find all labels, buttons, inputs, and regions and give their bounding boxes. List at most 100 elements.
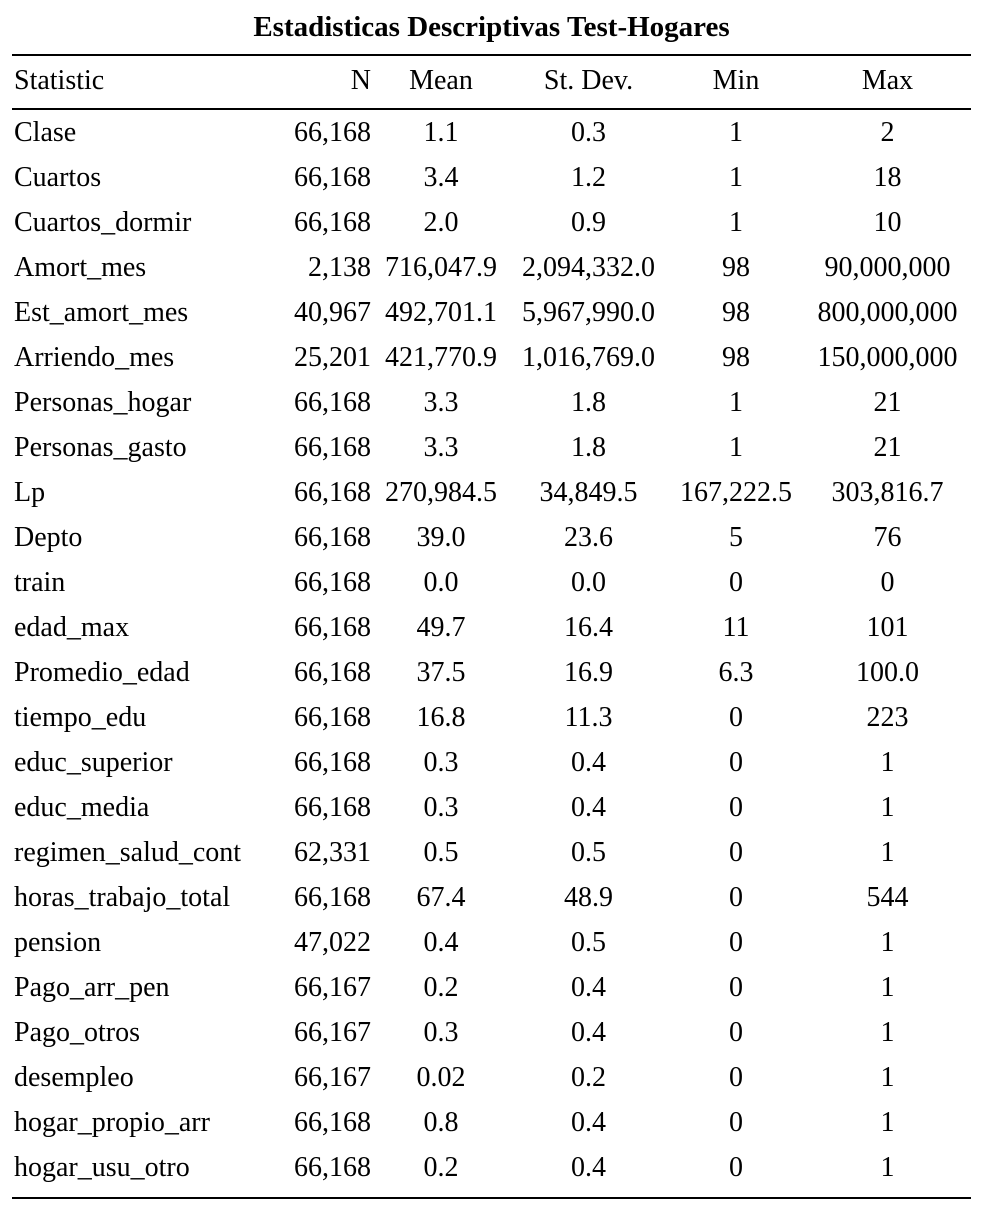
table-row: regimen_salud_cont 62,331 0.5 0.5 0 1	[12, 830, 971, 875]
max-cell: 1	[880, 972, 895, 1003]
min-cell: 167,222.5	[680, 477, 792, 508]
mean-cell: 0.3	[423, 1017, 459, 1048]
min-cell: 0	[729, 1152, 743, 1183]
min-cell: 0	[729, 1062, 743, 1093]
statistic-cell: train	[14, 567, 66, 598]
statistic-cell: Cuartos_dormir	[14, 207, 192, 238]
mean-cell: 716,047.9	[385, 252, 497, 283]
statistic-cell: tiempo_edu	[14, 702, 147, 733]
statistic-cell: Depto	[14, 522, 83, 553]
table-title: Estadisticas Descriptivas Test-Hogares	[253, 11, 730, 43]
max-cell: 76	[873, 522, 902, 553]
st-dev-cell: 34,849.5	[539, 477, 638, 508]
st-dev-cell: 5,967,990.0	[522, 297, 655, 328]
col-header-n: N	[350, 65, 371, 96]
min-cell: 0	[729, 927, 743, 958]
mean-cell: 421,770.9	[385, 342, 497, 373]
table-row: desempleo 66,167 0.02 0.2 0 1	[12, 1055, 971, 1100]
mean-cell: 492,701.1	[385, 297, 497, 328]
table-body: Clase 66,168 1.1 0.3 1 2 Cuartos 66,168 3.4 1.2 1 1…	[12, 104, 971, 1190]
st-dev-cell: 0.4	[571, 972, 606, 1003]
n-cell: 66,168	[294, 477, 371, 508]
mean-cell: 39.0	[416, 522, 466, 553]
st-dev-cell: 0.5	[571, 837, 606, 868]
bottom-rule	[12, 1197, 971, 1199]
table-row: Pago_otros 66,167 0.3 0.4 0 1	[12, 1010, 971, 1055]
n-cell: 66,167	[294, 972, 371, 1003]
header-rule	[12, 108, 971, 110]
n-cell: 66,168	[294, 612, 371, 643]
mean-cell: 3.4	[423, 162, 459, 193]
min-cell: 98	[722, 252, 750, 283]
table-row: Arriendo_mes 25,201 421,770.9 1,016,769.0 98…	[12, 335, 971, 380]
n-cell: 66,168	[294, 657, 371, 688]
n-cell: 66,168	[294, 882, 371, 913]
table-row: Personas_hogar 66,168 3.3 1.8 1 21	[12, 380, 971, 425]
max-cell: 0	[880, 567, 895, 598]
st-dev-cell: 1.2	[571, 162, 606, 193]
statistic-cell: Promedio_edad	[14, 657, 190, 688]
table-row: Clase 66,168 1.1 0.3 1 2	[12, 104, 971, 155]
top-rule	[12, 54, 971, 56]
st-dev-cell: 11.3	[564, 702, 613, 733]
n-cell: 66,168	[294, 432, 371, 463]
statistic-cell: Pago_otros	[14, 1017, 140, 1048]
col-header-mean: Mean	[409, 65, 473, 96]
table-row: Amort_mes 2,138 716,047.9 2,094,332.0 98 90,0…	[12, 245, 971, 290]
table-row: educ_media 66,168 0.3 0.4 0 1	[12, 785, 971, 830]
min-cell: 1	[729, 207, 743, 238]
n-cell: 66,168	[294, 117, 371, 148]
n-cell: 66,168	[294, 162, 371, 193]
statistic-cell: Personas_hogar	[14, 387, 192, 418]
table-row: tiempo_edu 66,168 16.8 11.3 0 223	[12, 695, 971, 740]
mean-cell: 0.3	[423, 792, 459, 823]
max-cell: 1	[880, 1152, 895, 1183]
header-row: Statistic N Mean St. Dev. Min Max	[12, 57, 971, 104]
min-cell: 0	[729, 1107, 743, 1138]
max-cell: 100.0	[856, 657, 919, 688]
statistic-cell: Personas_gasto	[14, 432, 187, 463]
min-cell: 0	[729, 567, 743, 598]
st-dev-cell: 1,016,769.0	[522, 342, 655, 373]
st-dev-cell: 48.9	[564, 882, 613, 913]
mean-cell: 0.4	[423, 927, 459, 958]
st-dev-cell: 0.4	[571, 747, 606, 778]
n-cell: 66,168	[294, 567, 371, 598]
st-dev-cell: 1.8	[571, 432, 606, 463]
n-cell: 66,168	[294, 387, 371, 418]
st-dev-cell: 0.4	[571, 1017, 606, 1048]
statistic-cell: Lp	[14, 477, 46, 508]
table-row: Promedio_edad 66,168 37.5 16.9 6.3 100.0	[12, 650, 971, 695]
n-cell: 40,967	[294, 297, 371, 328]
max-cell: 1	[880, 747, 895, 778]
max-cell: 1	[880, 792, 895, 823]
statistic-cell: Arriendo_mes	[14, 342, 175, 373]
min-cell: 98	[722, 297, 750, 328]
table-row: hogar_usu_otro 66,168 0.2 0.4 0 1	[12, 1145, 971, 1190]
table-row: Lp 66,168 270,984.5 34,849.5 167,222.5 303,81…	[12, 470, 971, 515]
mean-cell: 0.2	[423, 1152, 459, 1183]
min-cell: 0	[729, 837, 743, 868]
n-cell: 2,138	[308, 252, 371, 283]
min-cell: 1	[729, 387, 743, 418]
max-cell: 90,000,000	[824, 252, 951, 283]
max-cell: 1	[880, 927, 895, 958]
table-row: horas_trabajo_total 66,168 67.4 48.9 0 544	[12, 875, 971, 920]
n-cell: 66,167	[294, 1017, 371, 1048]
st-dev-cell: 23.6	[564, 522, 613, 553]
n-cell: 66,168	[294, 1107, 371, 1138]
st-dev-cell: 0.4	[571, 792, 606, 823]
min-cell: 98	[722, 342, 750, 373]
table-row: Est_amort_mes 40,967 492,701.1 5,967,990.0 9…	[12, 290, 971, 335]
max-cell: 544	[866, 882, 909, 913]
col-header-statistic: Statistic	[14, 65, 105, 96]
statistic-cell: hogar_usu_otro	[14, 1152, 190, 1183]
st-dev-cell: 0.9	[571, 207, 606, 238]
st-dev-cell: 16.4	[564, 612, 613, 643]
max-cell: 1	[880, 1062, 895, 1093]
descriptive-statistics-table: Statistic N Mean St. Dev. Min Max Clase 6…	[12, 57, 971, 1190]
max-cell: 10	[873, 207, 902, 238]
mean-cell: 1.1	[423, 117, 459, 148]
max-cell: 1	[880, 837, 895, 868]
statistic-cell: educ_media	[14, 792, 150, 823]
